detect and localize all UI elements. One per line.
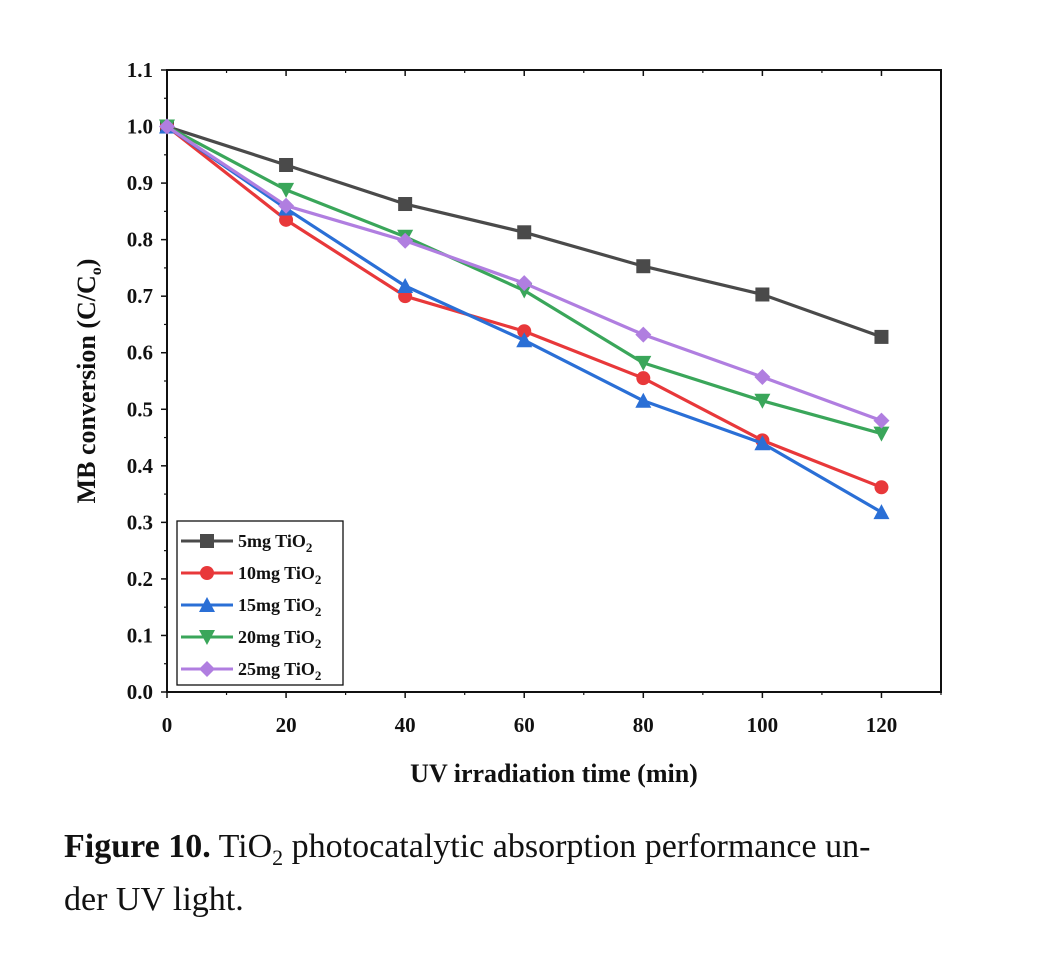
- mb-conversion-chart: 0 20 40 60 80 100 120 0.0 0.1 0.2 0.3 0.4 0.5 0.6 0.7 0…: [72, 58, 942, 788]
- legend-item: 5mg TiO2: [181, 531, 312, 555]
- data-point: [397, 232, 414, 249]
- x-tick-label: 40: [395, 713, 416, 737]
- y-axis-title-main: MB conversion (C/C: [72, 275, 101, 503]
- series-2: [160, 119, 889, 495]
- legend-label: 5mg TiO2: [238, 531, 312, 555]
- legend-item: 10mg TiO2: [181, 563, 321, 587]
- x-tick-label: 20: [276, 713, 297, 737]
- data-point: [159, 118, 175, 135]
- y-tick-label: 0.9: [127, 171, 153, 195]
- x-tick-label: 60: [514, 713, 535, 737]
- data-point: [398, 197, 413, 212]
- data-point: [516, 332, 533, 348]
- y-tick-label: 0.7: [127, 284, 153, 308]
- figure-caption: Figure 10. TiO2 photocatalytic absorptio…: [64, 826, 984, 921]
- x-axis-title: UV irradiation time (min): [410, 759, 698, 788]
- legend-label: 15mg TiO2: [238, 595, 321, 619]
- data-point: [635, 392, 652, 408]
- y-axis-title: MB conversion (C/Co): [72, 259, 105, 504]
- data-point: [278, 197, 295, 214]
- data-point: [397, 278, 414, 294]
- series-5: [159, 118, 890, 429]
- x-tick-label: 120: [866, 713, 898, 737]
- data-point: [874, 480, 889, 495]
- y-tick-label: 0.0: [127, 680, 153, 704]
- legend-marker: [200, 534, 214, 548]
- legend: 5mg TiO2 10mg TiO2 15mg TiO2 20mg TiO2 25mg …: [176, 520, 344, 686]
- legend-label: 20mg TiO2: [238, 627, 321, 651]
- y-tick-label: 0.8: [127, 228, 153, 252]
- series-line: [166, 125, 883, 423]
- data-point: [278, 182, 295, 198]
- data-point: [636, 371, 651, 386]
- data-point: [874, 329, 889, 344]
- data-point: [636, 259, 651, 274]
- data-point: [873, 412, 890, 429]
- legend-item: 25mg TiO2: [181, 659, 321, 683]
- y-tick-label: 0.1: [127, 623, 153, 647]
- data-point: [873, 504, 890, 520]
- data-point: [635, 355, 652, 371]
- caption-label: Figure 10.: [64, 828, 211, 865]
- legend-marker: [199, 630, 215, 645]
- legend-label: 10mg TiO2: [238, 563, 321, 587]
- data-point: [635, 326, 652, 343]
- y-axis-title-end: ): [72, 259, 101, 268]
- legend-item: 20mg TiO2: [181, 627, 321, 651]
- data-point: [516, 275, 533, 292]
- legend-marker: [199, 597, 215, 612]
- y-tick-label: 1.1: [127, 58, 153, 82]
- data-point: [754, 369, 771, 386]
- data-point: [517, 324, 532, 339]
- data-point: [754, 393, 771, 409]
- y-tick-label: 0.3: [127, 510, 153, 534]
- x-tick-label: 100: [747, 713, 779, 737]
- legend-entries: 5mg TiO2 10mg TiO2 15mg TiO2 20mg TiO2 25mg …: [181, 531, 321, 683]
- legend-label: 25mg TiO2: [238, 659, 321, 683]
- data-point: [517, 225, 532, 240]
- legend-item: 15mg TiO2: [181, 595, 321, 619]
- y-tick-label: 0.6: [127, 341, 153, 365]
- y-axis-title-sub: o: [88, 267, 105, 275]
- caption-text-post: photocatalytic absorption performance un…: [291, 828, 871, 865]
- data-point: [873, 426, 890, 442]
- data-point: [754, 435, 771, 451]
- data-point: [755, 287, 770, 302]
- axis-ticks: 0 20 40 60 80 100 120 0.0 0.1 0.2 0.3 0.4 0.5 0.6 0.7 0…: [127, 58, 942, 737]
- x-tick-label: 0: [162, 713, 173, 737]
- caption-line2: der UV light.: [64, 880, 244, 918]
- caption-subscript: 2: [272, 844, 284, 870]
- y-tick-label: 0.5: [127, 397, 153, 421]
- legend-marker: [200, 566, 214, 580]
- series-3: [159, 118, 890, 520]
- caption-text-pre: TiO: [218, 828, 273, 865]
- series-1: [160, 119, 889, 344]
- y-tick-label: 0.4: [127, 454, 154, 478]
- legend-marker: [199, 661, 215, 677]
- data-point: [279, 212, 294, 227]
- series-layer: [159, 118, 890, 520]
- y-tick-label: 1.0: [127, 115, 153, 139]
- x-tick-label: 80: [633, 713, 654, 737]
- series-line: [166, 125, 883, 489]
- y-tick-label: 0.2: [127, 567, 153, 591]
- data-point: [279, 157, 294, 172]
